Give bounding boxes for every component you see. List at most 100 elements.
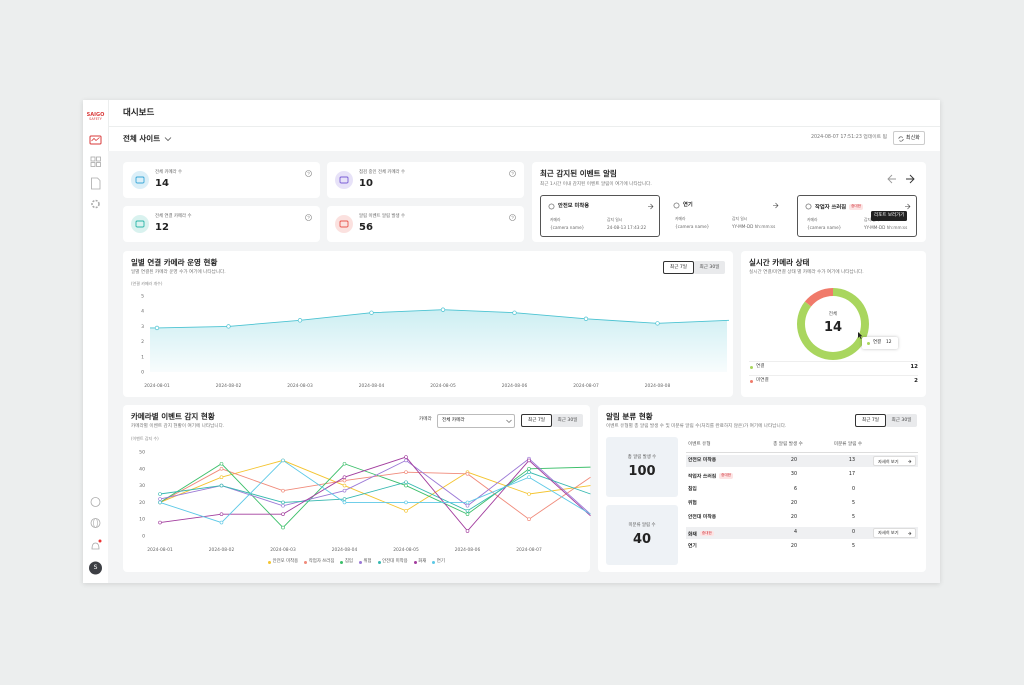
point xyxy=(465,503,470,508)
event-item[interactable]: 안전모 미착용 카메라 감지 일시 {camera name} 24-08-13 17:… xyxy=(540,195,660,237)
x-tick-label: 2024-08-04 xyxy=(359,383,385,389)
column-header: 총 알림 발생 수 xyxy=(773,442,803,447)
legend-item: 화재 xyxy=(413,559,426,564)
row-badge: 중대한 xyxy=(719,473,734,479)
series-line xyxy=(159,459,591,524)
stat-card: 알림 이벤트 알림 발생 수 56 xyxy=(327,206,524,242)
camera-select[interactable]: 전체 카메라 xyxy=(437,414,515,428)
range-toggle[interactable]: 최근 7일 xyxy=(663,261,694,274)
row-type: 위험 xyxy=(688,501,697,507)
y-tick-label: 4 xyxy=(141,309,144,315)
arrow xyxy=(908,459,912,464)
event-glyph xyxy=(673,202,680,209)
arrow xyxy=(905,203,911,210)
point xyxy=(404,455,408,459)
detail-button[interactable]: 자세히 보기 xyxy=(873,527,916,538)
language-icon[interactable] xyxy=(90,518,101,528)
notification-icon[interactable] xyxy=(91,542,100,550)
range-toggle[interactable]: 최근 30일 xyxy=(552,414,583,427)
time-label: 감지 일시 xyxy=(607,217,623,222)
arrow-icon[interactable] xyxy=(887,174,897,184)
stat-label: 전체 연결 카메라 수 xyxy=(155,214,192,219)
point xyxy=(219,461,224,466)
legend-dot xyxy=(750,379,753,383)
arrow-icon xyxy=(905,203,911,210)
arrow-icon[interactable] xyxy=(905,174,915,184)
range-toggle[interactable]: 최근 30일 xyxy=(694,261,725,274)
nav-settings[interactable] xyxy=(91,199,100,209)
point xyxy=(342,461,347,466)
row-type-text: 침입 xyxy=(688,486,697,492)
icon-bg xyxy=(131,215,149,233)
site-select[interactable]: 전체 사이트 xyxy=(123,134,161,143)
row-type: 연기 xyxy=(688,543,697,550)
legend-dot xyxy=(358,560,362,564)
stat-icon xyxy=(335,215,353,233)
x-tick-label: 2024-08-05 xyxy=(393,547,419,553)
row-type-text: 연기 xyxy=(688,543,697,549)
camera-name: {camera name} xyxy=(675,224,710,229)
point xyxy=(219,466,224,471)
point xyxy=(465,509,470,513)
legend-label: 연기 xyxy=(436,559,445,564)
nav-monitor[interactable] xyxy=(89,135,102,145)
icon-glyph xyxy=(339,176,349,184)
help-icon xyxy=(305,214,312,221)
card-title: 최근 감지된 이벤트 알림 xyxy=(540,169,617,178)
series-line xyxy=(159,456,591,532)
column-header: 미분류 알림 수 xyxy=(833,442,863,447)
nav-grid[interactable] xyxy=(90,156,101,167)
chart-title: 실시간 카메라 상태 xyxy=(749,258,810,267)
point xyxy=(527,475,531,479)
point xyxy=(158,520,162,525)
help-circle xyxy=(509,214,516,221)
help-icon xyxy=(509,170,516,177)
legend-dot xyxy=(268,560,272,564)
avatar[interactable] xyxy=(89,561,102,575)
y-tick-label: 1 xyxy=(141,354,144,360)
point xyxy=(297,318,303,323)
filter-label: 카메라 xyxy=(419,417,432,422)
point xyxy=(512,310,517,315)
site-caret[interactable] xyxy=(164,136,172,142)
series-line xyxy=(159,471,591,512)
page-title: 대시보드 xyxy=(123,108,155,118)
point xyxy=(527,466,531,471)
nav-document[interactable] xyxy=(91,177,101,190)
point xyxy=(158,497,162,501)
point xyxy=(281,488,285,493)
range-toggle[interactable]: 최근 7일 xyxy=(521,414,552,427)
y-tick-label: 30 xyxy=(139,483,145,489)
donut-segment xyxy=(804,288,833,307)
help-icon[interactable] xyxy=(90,497,101,507)
avatar-letter: S xyxy=(93,564,98,571)
multi-line-card: 카메라별 이벤트 감지 현황 카메라별 이벤트 감지 현황이 여기에 나타납니다.… xyxy=(123,405,591,572)
range-toggle[interactable]: 최근 30일 xyxy=(886,414,917,427)
range-toggle[interactable]: 최근 7일 xyxy=(855,414,886,427)
stat-value: 12 xyxy=(155,222,169,233)
legend-value: 12 xyxy=(910,363,918,370)
detail-button[interactable]: 자세히 보기 xyxy=(873,456,916,466)
help-circle xyxy=(305,170,312,177)
center-total: 14 xyxy=(824,320,842,335)
row-type: 안전모 미착용 xyxy=(688,458,716,464)
arrow xyxy=(908,531,912,535)
detail-label: 자세히 보기 xyxy=(878,458,899,464)
tooltip-value: 12 xyxy=(886,340,892,345)
detect-time: 24-08-13 17:43:22 xyxy=(607,225,647,230)
event-item[interactable]: 연기 카메라 감지 일시 {camera name} YY-MM-DD hh:mm:ss xyxy=(666,195,786,237)
point xyxy=(281,503,285,508)
y-tick-label: 20 xyxy=(139,500,145,506)
row-highlight xyxy=(686,526,918,539)
refresh-button[interactable]: 최신화 xyxy=(893,131,925,145)
card-subtitle: 이벤트 유형별 총 알림 발생 수 및 미분류 알림 수(처리를 완료하지 않은… xyxy=(606,424,787,429)
donut-card: 실시간 카메라 상태 실시간 연결/미연결 상태 별 카메라 수가 여기에 나타납… xyxy=(741,251,926,397)
event-name: 연기 xyxy=(683,202,693,208)
row-type: 침입 xyxy=(688,486,697,493)
point xyxy=(158,500,162,505)
stat-card: 전체 카메라 수 14 xyxy=(123,162,320,198)
chart-subtitle: 일별 연결된 카메라 운영 수가 여기에 나타납니다. xyxy=(131,270,226,275)
help-mark xyxy=(307,215,310,219)
